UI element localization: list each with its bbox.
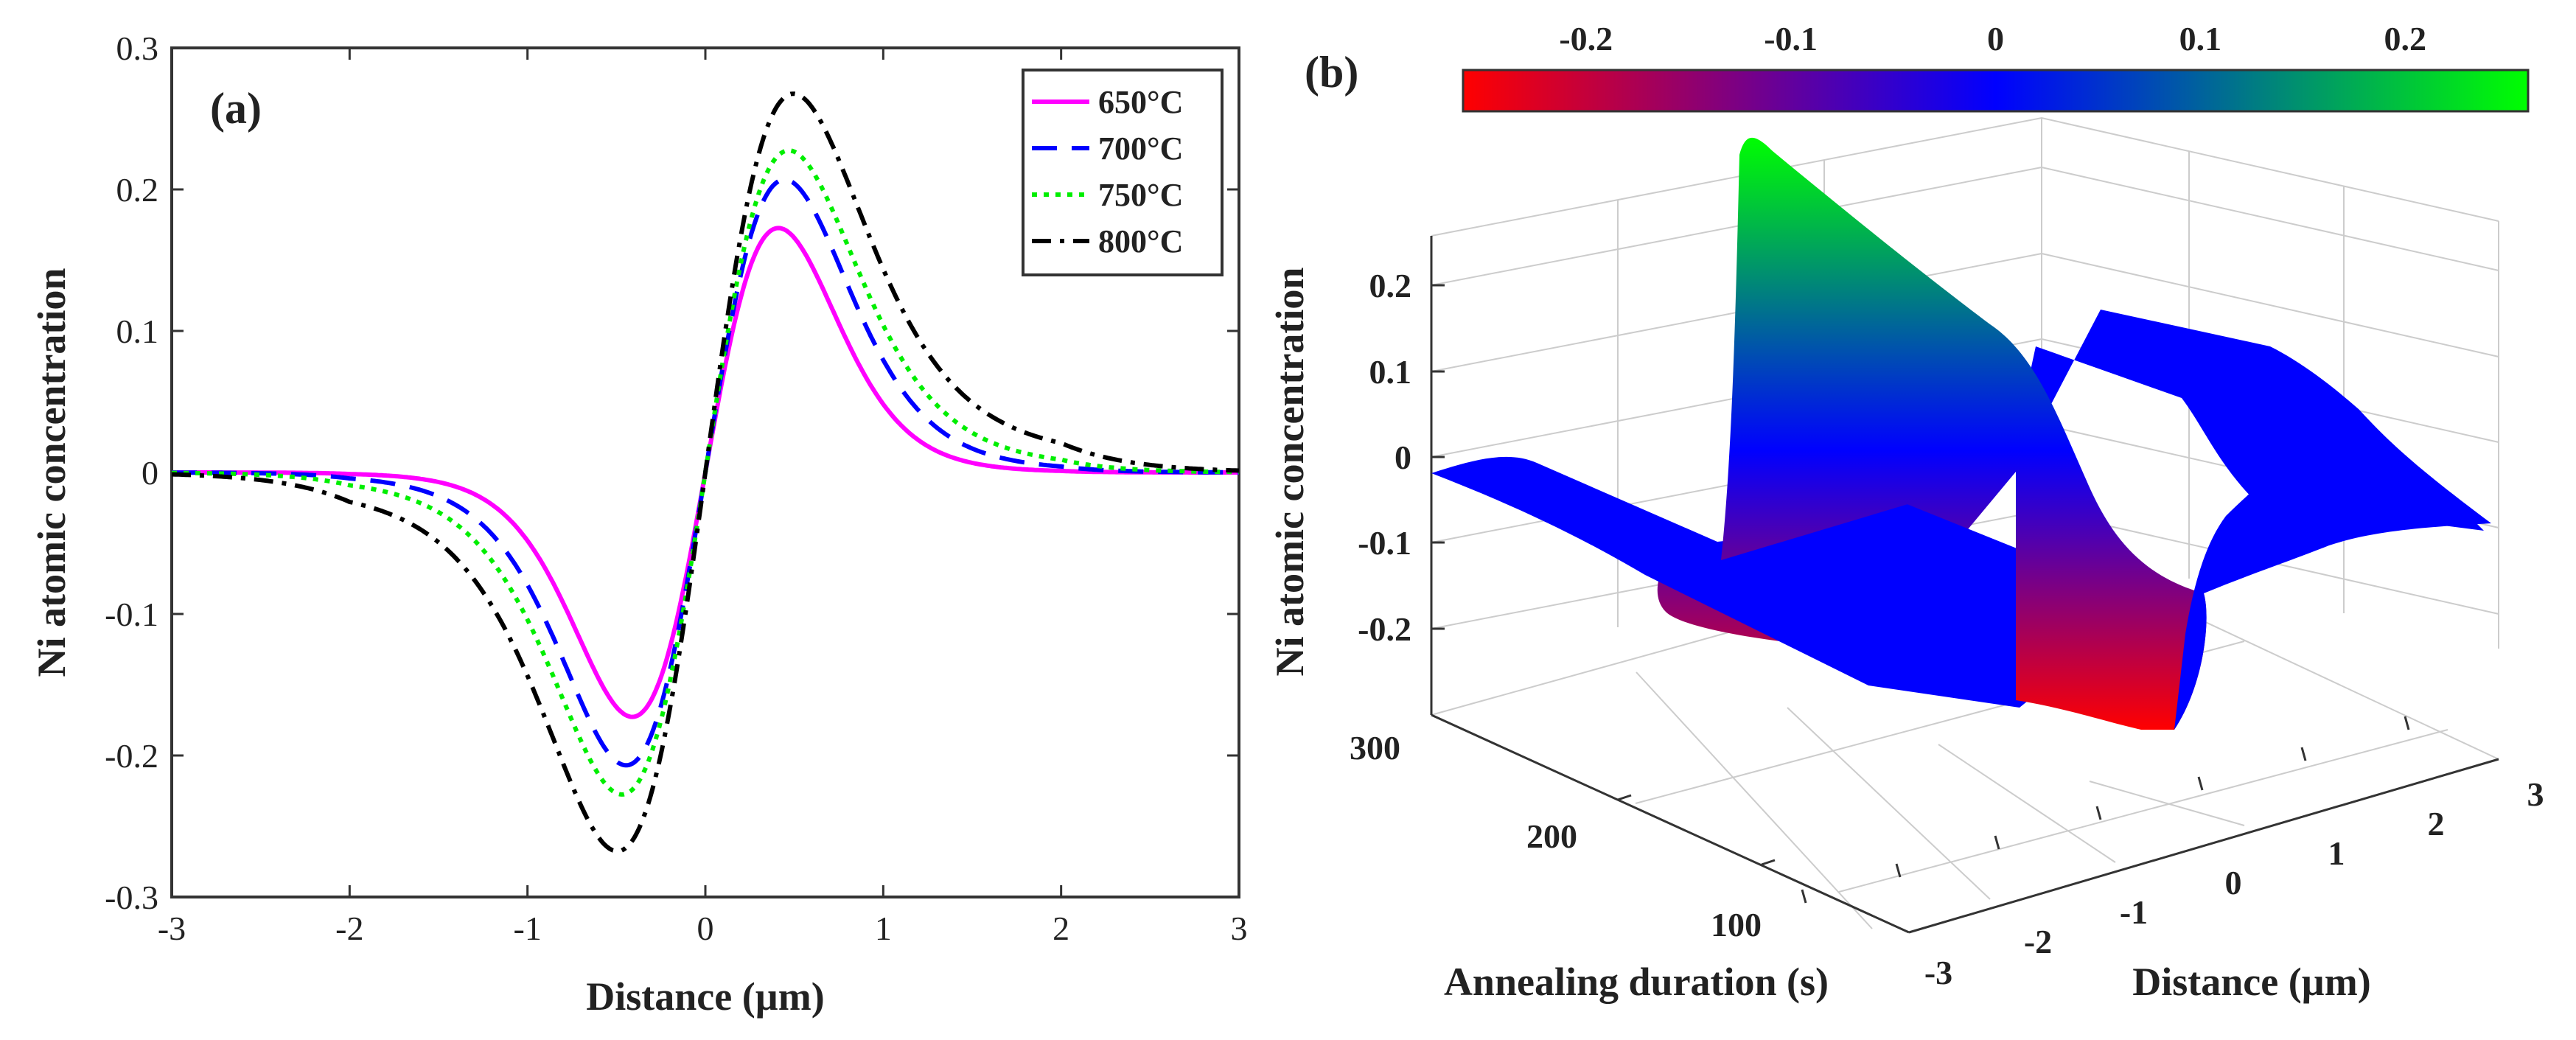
a-y-tick-label: 0 <box>142 454 158 492</box>
b-distance-tick-label: -2 <box>2024 923 2052 960</box>
surface-ridge <box>1721 137 2207 730</box>
a-x-tick-label: 0 <box>697 910 714 947</box>
a-y-axis-label: Ni atomic concentration <box>29 268 74 677</box>
a-tick-labels: -3 -2 -1 0 1 2 3 0.3 0.2 0.1 0 -0.1 -0.2 -0.3 <box>105 29 1247 947</box>
a-x-tick-label: 1 <box>875 910 892 947</box>
b-z-tick-label: -0.2 <box>1358 610 1411 648</box>
panel-b-label: (b) <box>1305 48 1358 97</box>
legend: 650°C 700°C 750°C 800°C <box>1022 69 1224 276</box>
b-z-tick-label: 0.2 <box>1369 267 1412 304</box>
b-duration-tick-label: 100 <box>1711 906 1762 943</box>
legend-label-3: 800°C <box>1098 223 1183 259</box>
b-z-tick-label: 0.1 <box>1369 353 1412 391</box>
colorbar-tick-labels: -0.2 -0.1 0 0.1 0.2 <box>1559 20 2426 57</box>
a-y-tick-label: 0.2 <box>116 171 159 209</box>
colorbar-tick-label: 0.2 <box>2384 20 2427 57</box>
b-tick-labels: 0.2 0.1 0 -0.1 -0.2 300 200 100 -3 -2 -1 0 1 2 3 <box>1350 267 2544 991</box>
surface-front-plateau <box>1431 456 2137 708</box>
surface-right-plateau <box>2174 409 2491 730</box>
b-duration-axis-label: Annealing duration (s) <box>1444 960 1829 1004</box>
b-z-tick-label: -0.1 <box>1358 524 1411 562</box>
a-x-tick-label: -1 <box>514 910 542 947</box>
b-distance-tick-label: 2 <box>2428 805 2445 842</box>
colorbar-tick-label: 0.1 <box>2179 20 2222 57</box>
panel-a-label: (a) <box>210 84 262 133</box>
b-distance-tick-label: -3 <box>1924 954 1952 991</box>
b-duration-tick-label: 200 <box>1526 817 1577 855</box>
b-duration-tick-label: 300 <box>1350 729 1400 767</box>
panel-a-line-chart: -3 -2 -1 0 1 2 3 0.3 0.2 0.1 0 -0.1 -0.2 -0.3 (a) Dis… <box>29 29 1248 1019</box>
b-distance-axis-label: Distance (µm) <box>2132 960 2371 1004</box>
legend-label-0: 650°C <box>1098 84 1183 120</box>
b-distance-tick-label: 1 <box>2328 834 2345 872</box>
a-x-tick-label: -3 <box>158 910 186 947</box>
a-x-tick-label: -2 <box>335 910 363 947</box>
axes-3d <box>1430 236 2499 934</box>
a-y-tick-label: 0.3 <box>116 29 159 67</box>
a-y-tick-label: -0.1 <box>105 596 158 633</box>
b-distance-tick-label: 3 <box>2527 775 2544 813</box>
a-x-tick-label: 3 <box>1231 910 1248 947</box>
b-z-axis-label: Ni atomic concentration <box>1268 268 1312 677</box>
surface <box>1431 137 2491 730</box>
b-z-tick-label: 0 <box>1395 439 1411 476</box>
a-series-lines <box>172 91 1239 854</box>
a-x-axis-label: Distance (µm) <box>586 974 825 1019</box>
a-x-tick-label: 2 <box>1053 910 1069 947</box>
legend-box <box>1022 69 1224 276</box>
b-distance-tick-label: -1 <box>2120 893 2148 931</box>
colorbar <box>1462 69 2530 113</box>
distance-axis-line <box>1908 758 2499 934</box>
a-y-tick-label: -0.2 <box>105 737 158 775</box>
a-y-tick-label: 0.1 <box>116 313 159 350</box>
a-y-tick-label: -0.3 <box>105 879 158 916</box>
colorbar-tick-label: -0.1 <box>1764 20 1818 57</box>
legend-label-2: 750°C <box>1098 177 1183 213</box>
series-line-3 <box>172 91 1239 854</box>
duration-axis-line <box>1431 713 1910 934</box>
panel-b-surface-plot: (b) -0.2 -0.1 0 0.1 0.2 <box>1268 20 2544 1004</box>
grid-top-edge <box>1431 116 2499 237</box>
colorbar-tick-label: -0.2 <box>1559 20 1613 57</box>
colorbar-tick-label: 0 <box>1987 20 2004 57</box>
b-distance-tick-label: 0 <box>2225 864 2242 901</box>
legend-label-1: 700°C <box>1098 130 1183 167</box>
